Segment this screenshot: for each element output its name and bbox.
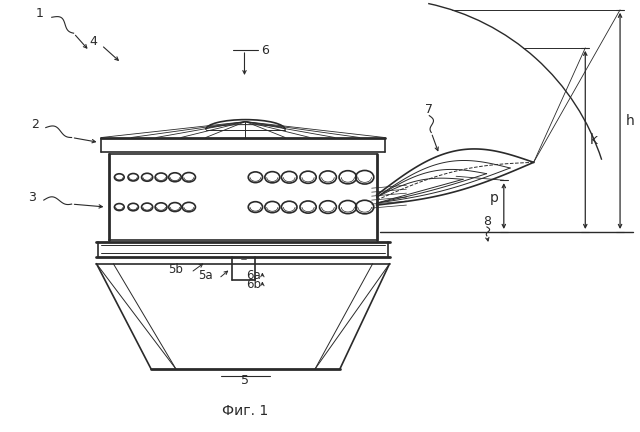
Text: 8: 8 (483, 216, 491, 229)
Text: 6: 6 (261, 44, 269, 57)
Text: 6a: 6a (246, 269, 261, 282)
Text: 5a: 5a (198, 269, 213, 282)
Text: 2: 2 (31, 118, 39, 131)
Text: 3: 3 (28, 191, 36, 203)
Text: p: p (490, 191, 499, 205)
Text: h: h (626, 114, 634, 128)
Text: k: k (590, 133, 598, 147)
Text: Фиг. 1: Фиг. 1 (222, 404, 269, 418)
Text: 5b: 5b (168, 263, 184, 276)
Text: 1: 1 (36, 7, 44, 20)
Text: 7: 7 (426, 103, 433, 116)
Text: 6b: 6b (246, 278, 261, 291)
Text: 5: 5 (241, 375, 250, 388)
Text: 4: 4 (90, 35, 97, 48)
